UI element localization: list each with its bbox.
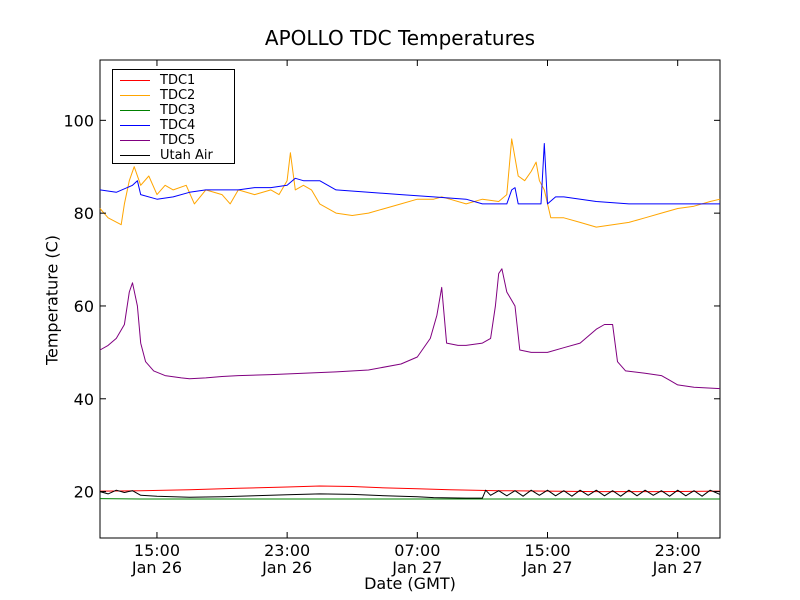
legend-label: TDC3	[160, 103, 196, 118]
y-tick-label: 100	[63, 111, 94, 130]
legend-item: TDC4	[113, 118, 234, 133]
series-line-tdc5	[99, 268, 721, 390]
legend-swatch	[120, 110, 150, 111]
x-tick-date-label: Jan 27	[652, 558, 703, 577]
legend-label: Utah Air	[160, 148, 213, 163]
y-tick-label: 80	[74, 204, 94, 223]
series-line-utah-air	[99, 489, 721, 499]
legend-label: TDC1	[160, 73, 196, 88]
x-tick-date-label: Jan 26	[131, 558, 182, 577]
legend-item: TDC3	[113, 103, 234, 118]
legend-item: Utah Air	[113, 148, 234, 163]
legend-label: TDC5	[160, 133, 196, 148]
series-line-tdc1	[99, 485, 721, 493]
series-line-tdc2	[99, 138, 721, 228]
y-tick-label: 40	[74, 390, 94, 409]
x-tick-time-label: 23:00	[264, 541, 310, 560]
legend-label: TDC4	[160, 118, 196, 133]
x-tick-time-label: 07:00	[394, 541, 440, 560]
legend-item: TDC2	[113, 88, 234, 103]
y-tick-label: 20	[74, 483, 94, 502]
series-line-tdc4	[99, 143, 720, 205]
x-tick-time-label: 15:00	[524, 541, 570, 560]
legend-swatch	[120, 125, 150, 126]
legend-swatch	[120, 155, 150, 156]
legend: TDC1 TDC2 TDC3 TDC4 TDC5 Utah Air	[112, 69, 235, 164]
x-axis-label: Date (GMT)	[364, 574, 456, 593]
series-layer	[99, 138, 721, 500]
y-axis-label: Temperature (C)	[42, 234, 62, 366]
legend-swatch	[120, 140, 150, 141]
x-tick-date-label: Jan 27	[521, 558, 572, 577]
legend-swatch	[120, 95, 150, 96]
legend-item: TDC1	[113, 73, 234, 88]
legend-swatch	[120, 80, 150, 81]
y-tick-label: 60	[74, 297, 94, 316]
legend-item: TDC5	[113, 133, 234, 148]
x-tick-date-label: Jan 27	[391, 558, 442, 577]
x-tick-time-label: 15:00	[134, 541, 180, 560]
x-tick-date-label: Jan 26	[261, 558, 312, 577]
legend-label: TDC2	[160, 88, 196, 103]
chart-title: APOLLO TDC Temperatures	[264, 26, 536, 50]
x-tick-time-label: 23:00	[655, 541, 701, 560]
